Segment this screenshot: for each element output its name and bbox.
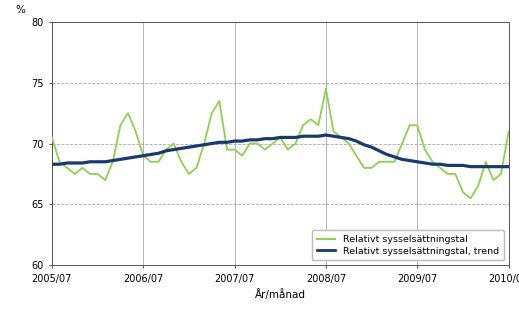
- Legend: Relativt sysselsättningstal, Relativt sysselsättningstal, trend: Relativt sysselsättningstal, Relativt sy…: [312, 230, 504, 261]
- X-axis label: År/månad: År/månad: [255, 289, 306, 300]
- Y-axis label: %: %: [15, 5, 25, 15]
